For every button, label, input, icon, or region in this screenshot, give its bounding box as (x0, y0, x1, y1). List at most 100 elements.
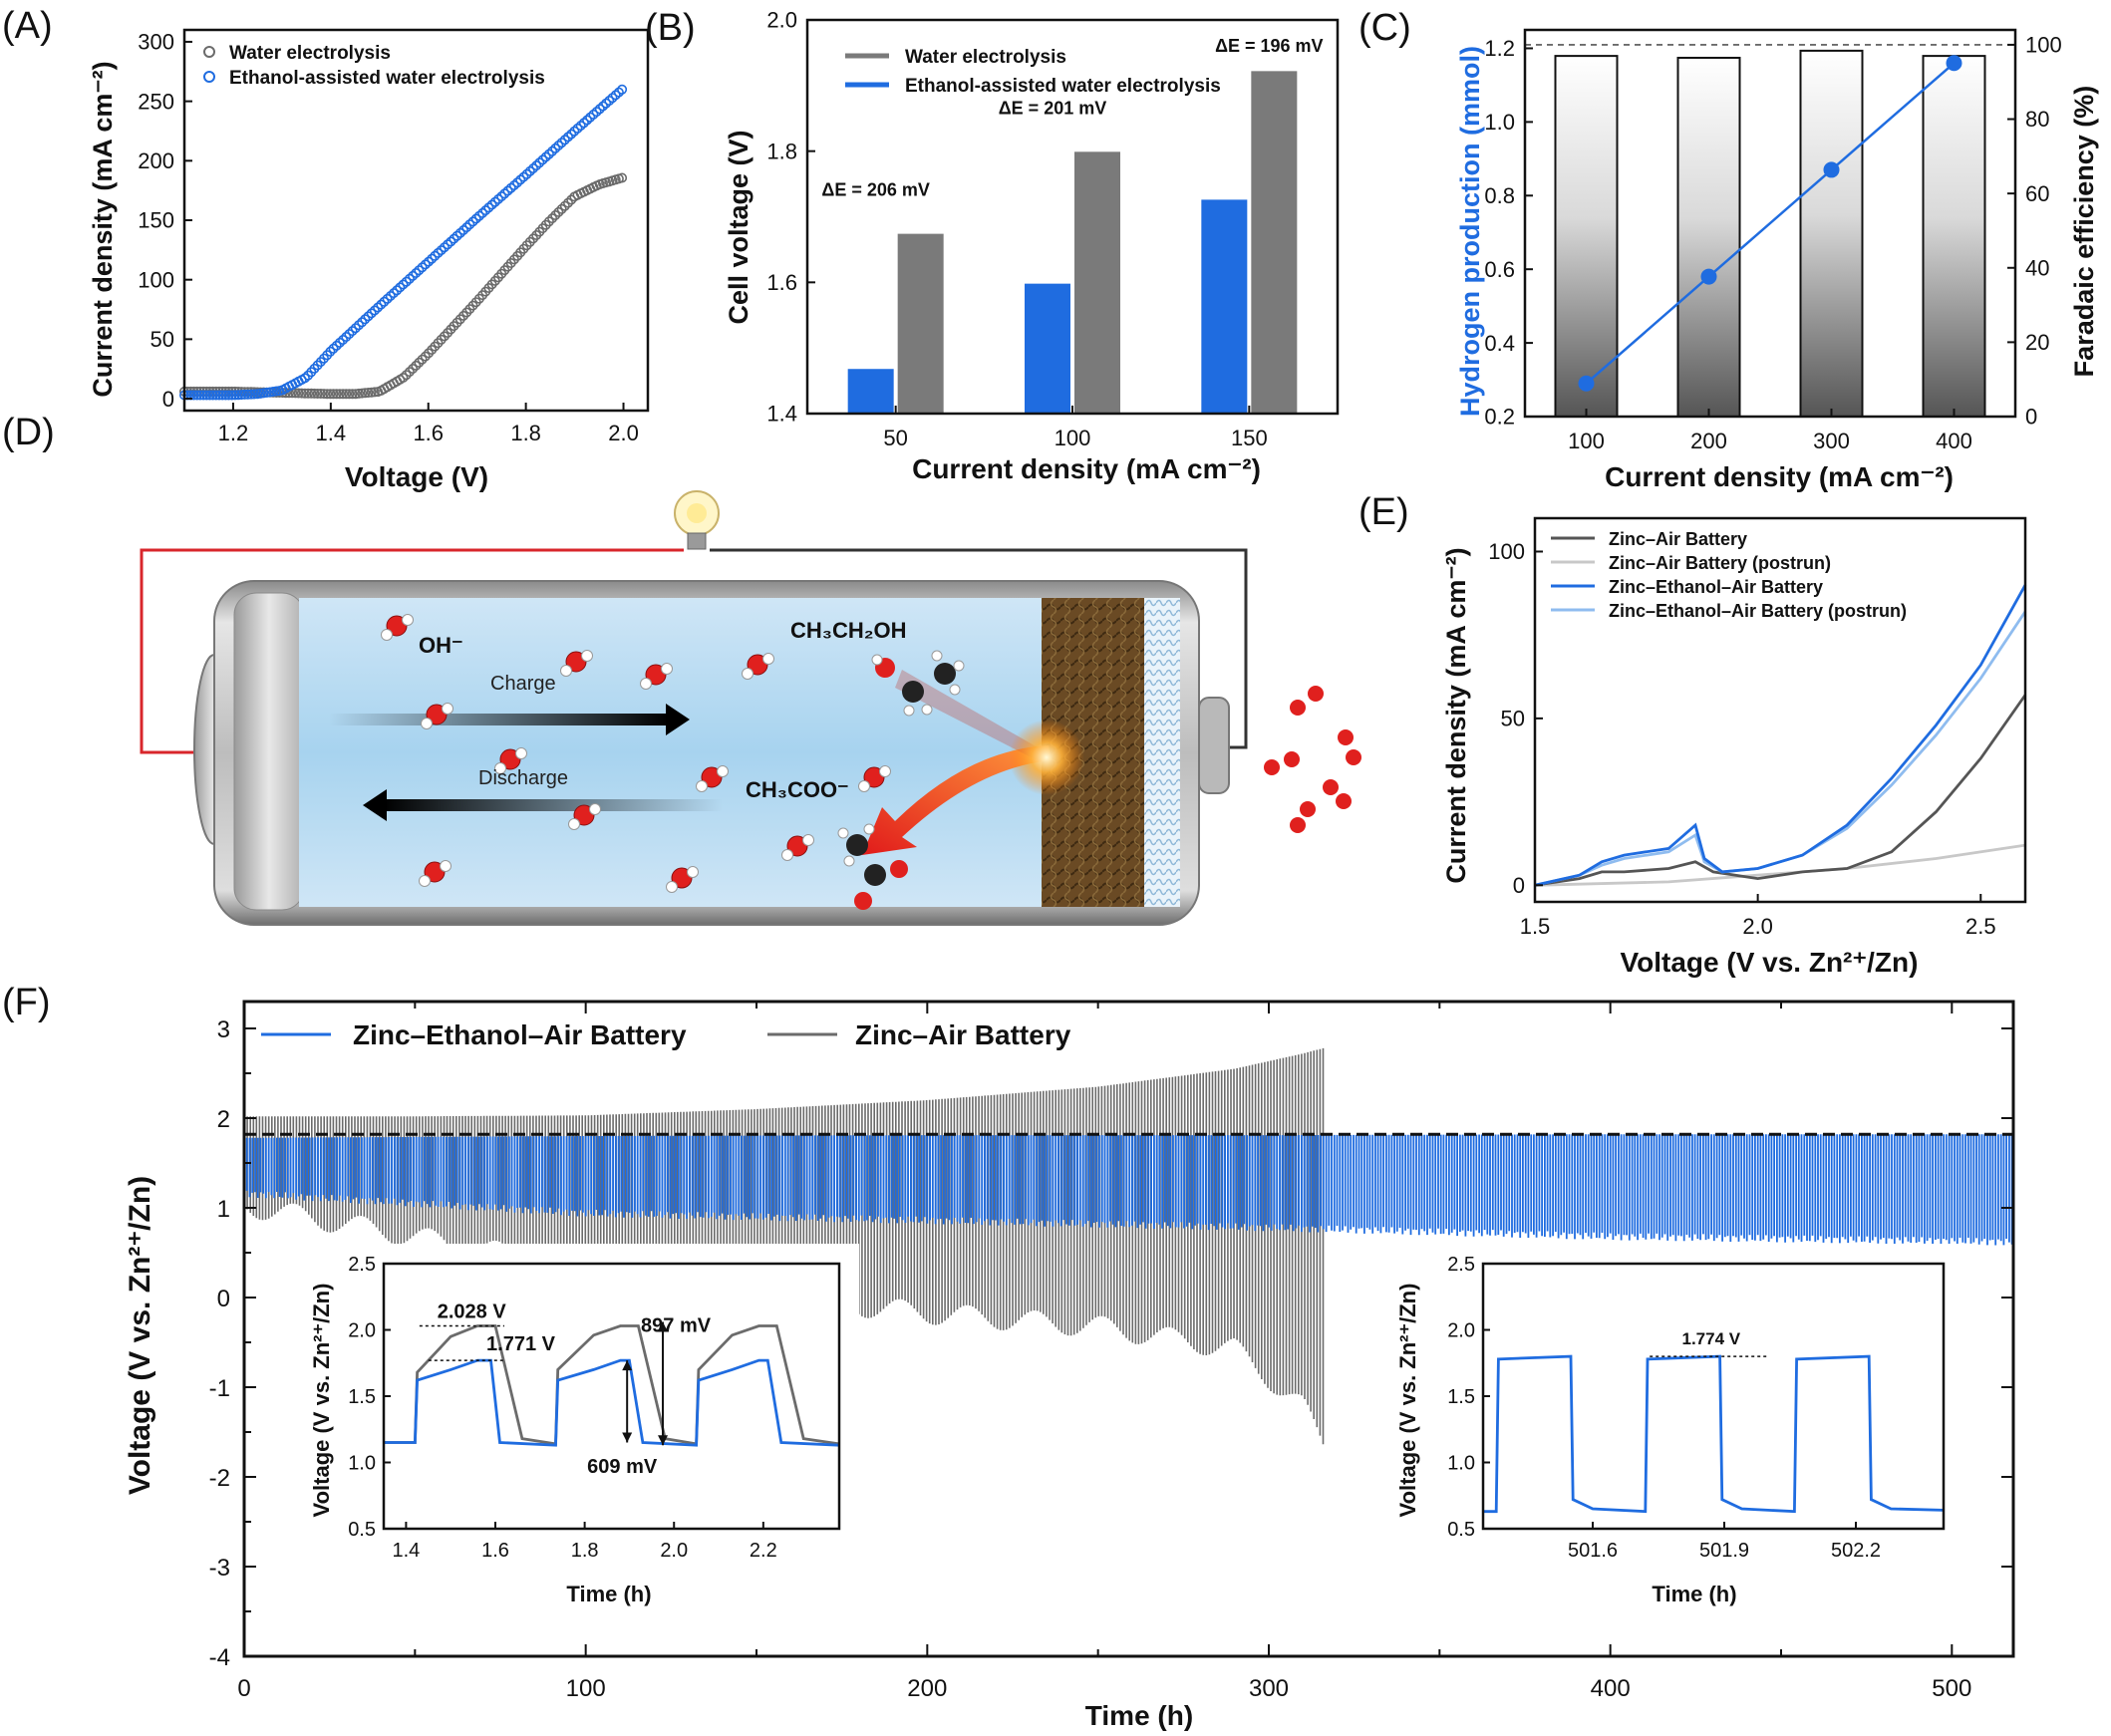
ethanol-electrolysis-point (524, 165, 535, 176)
battery-cell-icon (193, 580, 1230, 926)
ethanol-electrolysis-point (376, 299, 387, 310)
acetate-atom (864, 864, 886, 886)
ethanol-electrolysis-point (436, 245, 447, 256)
water-molecule-oxygen (645, 664, 667, 686)
oxygen-molecule-atom (1264, 759, 1280, 775)
x-tick-label: 2.2 (750, 1540, 777, 1562)
water-molecule-hydrogen (717, 765, 729, 777)
x-tick-label: 400 (1591, 1675, 1631, 1702)
ethanol-electrolysis-point (220, 390, 231, 401)
water-molecule-hydrogen (494, 762, 506, 774)
legend-entry: Ethanol-assisted water electrolysis (229, 68, 545, 89)
water-molecule-oxygen (426, 704, 448, 725)
oxygen-molecule-atom (1308, 686, 1324, 702)
ethanol-electrolysis-point (188, 390, 199, 401)
ethanol-electrolysis-point (408, 270, 419, 281)
water-electrolysis-point (293, 388, 304, 399)
ethanol-electrolysis-point (483, 202, 494, 213)
panel-d-schematic: (D) OH⁻ Charge (2, 412, 1361, 926)
ethanol-electrolysis-point (357, 317, 368, 328)
panel-a-label: (A) (2, 5, 53, 47)
y-tick-label: 1.5 (1447, 1386, 1475, 1408)
water-electrolysis-point (414, 357, 425, 368)
y-tick-label: 300 (138, 30, 174, 55)
inset-background (1403, 1244, 1963, 1618)
faradaic-efficiency-bar (1676, 56, 1741, 418)
x-tick-label: 1.5 (1520, 914, 1551, 939)
ethanol-electrolysis-point (617, 84, 628, 95)
ethanol-electrolysis-point (518, 171, 529, 182)
ethanol-electrolysis-point (439, 242, 450, 253)
water-electrolysis-point (401, 370, 412, 381)
y-tick-label: 2.5 (1447, 1254, 1475, 1276)
panel-f-inset-right: 501.6 501.9 502.2 0.5 1.0 1.5 2.0 2.5 1.774 V (1403, 1244, 1963, 1618)
ethanol-electrolysis-point (360, 314, 371, 325)
oxygen-molecule-atom (1290, 700, 1306, 716)
water-electrolysis-point (550, 210, 561, 221)
y-tick-label: 0.2 (1484, 405, 1515, 430)
arrow-head (622, 1360, 633, 1371)
water-molecule-hydrogen (560, 665, 572, 677)
ethanol-electrolysis-point (543, 148, 554, 159)
legend-entry: Zinc–Air Battery (postrun) (1609, 553, 1831, 573)
discharge-label: Discharge (478, 767, 568, 789)
hydrogen-production-line (1585, 62, 1956, 385)
water-electrolysis-point (306, 388, 317, 399)
ethanol-bar (1025, 283, 1070, 414)
delta-e-annotation: ΔE = 201 mV (999, 98, 1107, 118)
water-molecule-hydrogen (640, 678, 652, 690)
oxygen-molecule-atom (1338, 729, 1354, 745)
y-tick-label: 0.5 (348, 1519, 376, 1541)
ethanol-electrolysis-point (550, 143, 561, 153)
acetate-atom (846, 834, 868, 856)
y-tick-label: 2 (217, 1106, 230, 1133)
x-tick-label: 100 (566, 1675, 606, 1702)
x-tick-label: 501.6 (1568, 1540, 1618, 1562)
water-electrolysis-point (296, 388, 307, 399)
ethanol-electrolysis-point (464, 219, 475, 230)
ethanol-electrolysis-point (443, 239, 453, 250)
panel-b-x-axis-title: Current density (mA cm⁻²) (912, 453, 1261, 484)
hydrogen-production-point (1700, 268, 1717, 285)
ethanol-electrolysis-point (454, 227, 465, 238)
water-molecule-hydrogen (421, 718, 433, 729)
water-molecule-hydrogen (568, 818, 580, 830)
y-tick-label: 0 (217, 1286, 230, 1312)
y-tick-label: 1.8 (766, 139, 797, 163)
water-electrolysis-point (303, 388, 314, 399)
water-electrolysis-point (347, 389, 358, 400)
y2-tick-label: 20 (2025, 330, 2049, 355)
y-tick-label: 150 (138, 208, 174, 233)
x-tick-label: 1.8 (571, 1540, 599, 1562)
x-tick-label: 500 (1932, 1675, 1971, 1702)
oxygen-molecule-atom (1323, 779, 1339, 795)
x-tick-label: 1.8 (510, 421, 541, 445)
panel-e-y-axis-title: Current density (mA cm⁻²) (1441, 547, 1471, 883)
x-tick-label: 1.6 (413, 421, 444, 445)
water-electrolysis-point (334, 389, 345, 400)
water-electrolysis-point (411, 360, 422, 371)
ethanol-electrolysis-point (204, 390, 215, 401)
x-tick-label: 300 (1249, 1675, 1289, 1702)
ethanol-electrolysis-point (423, 256, 434, 267)
panel-b: (B) 50 ΔE = 206 mV 100 ΔE = 201 mV 150 ΔE = 1… (645, 7, 1340, 484)
ethanol-electrolysis-point (328, 343, 339, 354)
panel-c-x-axis-title: Current density (mA cm⁻²) (1605, 461, 1954, 492)
x-tick-label: 1.2 (218, 421, 249, 445)
water-molecule-oxygen (786, 835, 808, 857)
ethanol-electrolysis-point (325, 346, 336, 357)
water-electrolysis-point (290, 388, 301, 399)
zinc-ethanol-air-curve (1534, 584, 2027, 887)
zinc-air-postrun-curve (1534, 843, 2026, 887)
water-molecule-hydrogen (661, 663, 673, 675)
y2-tick-label: 40 (2025, 255, 2049, 280)
panel-e-plot-area: 1.5 2.0 2.5 0 50 100 Zinc–Air Battery Zinc–Air … (1488, 516, 2027, 939)
zinc-air-curve (1534, 694, 2027, 887)
x-tick-label: 2.0 (660, 1540, 688, 1562)
water-molecule-hydrogen (419, 875, 431, 887)
legend-entry: Zinc–Air Battery (855, 1019, 1071, 1050)
x-tick-label: 1.4 (392, 1540, 420, 1562)
spark-icon (1009, 720, 1084, 795)
water-electrolysis-point (338, 389, 349, 400)
